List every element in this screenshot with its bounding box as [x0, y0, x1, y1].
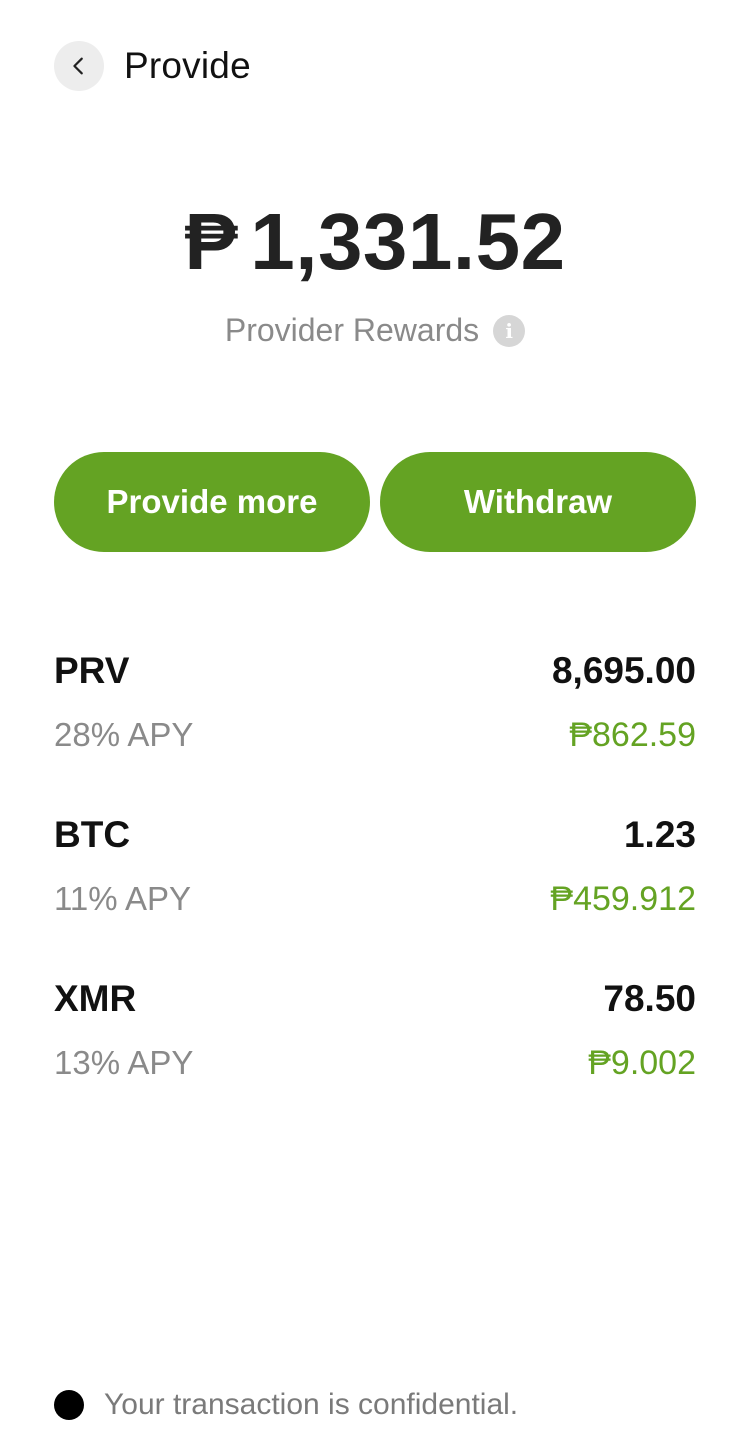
asset-apy: 13% APY: [54, 1044, 194, 1081]
page-title: Provide: [124, 45, 251, 86]
asset-symbol: XMR: [54, 978, 137, 1019]
asset-amount: 78.50: [603, 978, 696, 1019]
asset-list: PRV 8,695.00 28% APY ₱862.59 BTC 1.23 11…: [54, 650, 696, 1142]
confidential-text: Your transaction is confidential.: [104, 1388, 519, 1421]
asset-item-xmr[interactable]: XMR 78.50 13% APY ₱9.002: [54, 978, 696, 1142]
confidential-notice: Your transaction is confidential.: [54, 1388, 518, 1422]
asset-value: ₱9.002: [588, 1044, 696, 1082]
withdraw-button[interactable]: Withdraw: [380, 452, 696, 552]
asset-item-btc[interactable]: BTC 1.23 11% APY ₱459.912: [54, 814, 696, 978]
provide-more-button[interactable]: Provide more: [54, 452, 370, 552]
asset-symbol: BTC: [54, 814, 131, 855]
header: Provide: [54, 40, 251, 92]
asset-value: ₱459.912: [550, 880, 696, 918]
rewards-label: Provider Rewards i: [0, 312, 750, 349]
rewards-label-text: Provider Rewards: [224, 312, 480, 348]
asset-symbol: PRV: [54, 650, 130, 691]
asset-apy: 28% APY: [54, 716, 194, 753]
chevron-left-icon: [73, 57, 83, 75]
balance-value: 1,331.52: [250, 197, 566, 286]
currency-symbol: ₱: [184, 197, 239, 286]
asset-item-prv[interactable]: PRV 8,695.00 28% APY ₱862.59: [54, 650, 696, 814]
asset-value: ₱862.59: [569, 716, 696, 754]
asset-amount: 1.23: [623, 814, 696, 855]
action-buttons: Provide more Withdraw: [54, 452, 696, 552]
asset-amount: 8,695.00: [551, 650, 696, 691]
back-button[interactable]: [54, 41, 104, 91]
asset-apy: 11% APY: [54, 880, 191, 917]
info-icon[interactable]: i: [493, 314, 526, 347]
balance-amount: ₱ 1,331.52: [0, 196, 750, 288]
dot-icon: [54, 1390, 84, 1420]
